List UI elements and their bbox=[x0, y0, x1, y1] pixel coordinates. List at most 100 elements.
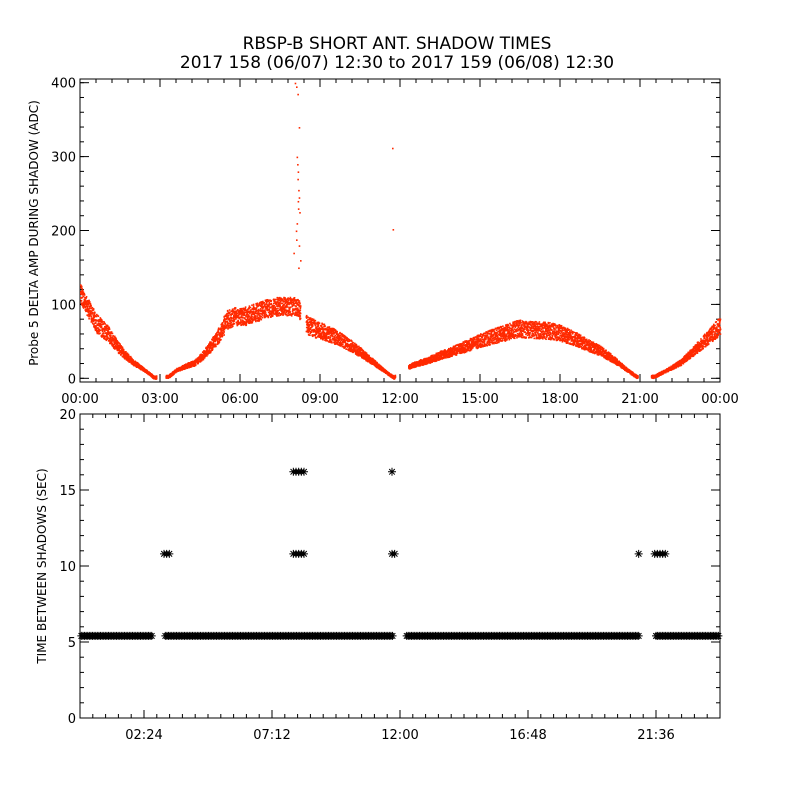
top-data-point bbox=[295, 305, 297, 307]
top-data-point bbox=[309, 334, 311, 336]
top-data-point bbox=[93, 308, 95, 310]
top-data-point bbox=[368, 355, 370, 357]
top-data-point bbox=[268, 309, 270, 311]
top-data-point bbox=[256, 308, 258, 310]
top-x-tick-label: 00:00 bbox=[61, 392, 98, 407]
top-data-point bbox=[288, 300, 290, 302]
top-x-tick-label: 15:00 bbox=[461, 392, 498, 407]
top-data-point bbox=[156, 378, 158, 380]
top-data-point bbox=[232, 325, 234, 327]
top-data-point bbox=[366, 352, 368, 354]
top-data-point bbox=[310, 332, 312, 334]
top-data-point bbox=[318, 325, 320, 327]
top-data-point bbox=[216, 335, 218, 337]
top-data-point bbox=[230, 322, 232, 324]
top-data-point bbox=[231, 317, 233, 319]
top-data-point bbox=[263, 302, 265, 304]
top-data-point bbox=[300, 306, 302, 308]
chart-title: RBSP-B SHORT ANT. SHADOW TIMES bbox=[243, 34, 552, 54]
top-data-point bbox=[81, 300, 83, 302]
top-data-point bbox=[101, 319, 103, 321]
top-data-point bbox=[337, 342, 339, 344]
top-data-point bbox=[253, 304, 255, 306]
top-data-point bbox=[277, 308, 279, 310]
top-data-point bbox=[220, 339, 222, 341]
top-data-point bbox=[81, 286, 83, 288]
top-panel: Probe 5 DELTA AMP DURING SHADOW (ADC) 00… bbox=[27, 77, 739, 407]
top-data-point bbox=[280, 301, 282, 303]
top-data-point bbox=[328, 336, 330, 338]
top-data-point bbox=[260, 319, 262, 321]
top-data-point bbox=[299, 303, 301, 305]
top-data-point bbox=[268, 302, 270, 304]
top-data-point bbox=[332, 335, 334, 337]
top-data-point bbox=[88, 300, 90, 302]
top-data-point bbox=[248, 314, 250, 316]
top-data-point bbox=[106, 338, 108, 340]
top-x-tick-label: 21:00 bbox=[621, 392, 658, 407]
top-data-point bbox=[275, 306, 277, 308]
top-data-point bbox=[324, 325, 326, 327]
top-data-point bbox=[290, 297, 292, 299]
top-data-point bbox=[130, 356, 132, 358]
top-data-point bbox=[352, 342, 354, 344]
top-data-point bbox=[86, 296, 88, 298]
top-data-point bbox=[236, 312, 238, 314]
top-data-point bbox=[100, 329, 102, 331]
top-data-point bbox=[225, 323, 227, 325]
top-data-point bbox=[223, 331, 225, 333]
top-data-point bbox=[300, 318, 302, 320]
top-data-point bbox=[222, 322, 224, 324]
top-data-point bbox=[235, 318, 237, 320]
top-data-point bbox=[101, 325, 103, 327]
top-data-point bbox=[289, 311, 291, 313]
top-y-tick-label: 200 bbox=[51, 225, 76, 240]
top-data-point bbox=[246, 323, 248, 325]
top-data-point bbox=[215, 346, 217, 348]
top-data-point bbox=[227, 310, 229, 312]
top-data-point bbox=[125, 351, 127, 353]
top-data-point bbox=[247, 317, 249, 319]
top-data-point bbox=[278, 312, 280, 314]
top-data-point bbox=[223, 334, 225, 336]
top-data-point bbox=[486, 345, 488, 347]
top-data-point bbox=[237, 309, 239, 311]
top-data-point bbox=[156, 375, 158, 377]
top-data-point bbox=[251, 304, 253, 306]
top-data-point bbox=[265, 312, 267, 314]
top-data-point bbox=[326, 336, 328, 338]
top-data-point bbox=[91, 316, 93, 318]
top-data-point bbox=[482, 336, 484, 338]
top-data-point bbox=[351, 340, 353, 342]
top-data-point bbox=[339, 339, 341, 341]
top-data-point bbox=[81, 288, 83, 290]
top-data-point bbox=[214, 341, 216, 343]
top-data-point bbox=[463, 342, 465, 344]
top-y-axis-label: Probe 5 DELTA AMP DURING SHADOW (ADC) bbox=[27, 100, 41, 366]
top-data-point bbox=[324, 324, 326, 326]
top-data-point bbox=[306, 315, 308, 317]
top-y-tick-label: 400 bbox=[51, 77, 76, 92]
top-data-point bbox=[291, 315, 293, 317]
top-data-point bbox=[82, 290, 84, 292]
top-data-point bbox=[250, 307, 252, 309]
top-data-point bbox=[253, 305, 255, 307]
top-data-point bbox=[224, 329, 226, 331]
top-data-point bbox=[90, 305, 92, 307]
top-data-point bbox=[484, 341, 486, 343]
top-data-point bbox=[233, 321, 235, 323]
top-data-point bbox=[89, 301, 91, 303]
top-data-point bbox=[252, 316, 254, 318]
top-data-point bbox=[270, 300, 272, 302]
top-data-point bbox=[112, 333, 114, 335]
top-data-point bbox=[331, 342, 333, 344]
top-data-point bbox=[299, 300, 301, 302]
top-y-tick-label: 100 bbox=[51, 298, 76, 313]
chart-subtitle: 2017 158 (06/07) 12:30 to 2017 159 (06/0… bbox=[180, 53, 614, 73]
top-data-point bbox=[99, 333, 101, 335]
top-data-point bbox=[110, 335, 112, 337]
top-data-point bbox=[84, 294, 86, 296]
top-data-point bbox=[112, 336, 114, 338]
top-data-point bbox=[275, 299, 277, 301]
top-data-point bbox=[315, 322, 317, 324]
